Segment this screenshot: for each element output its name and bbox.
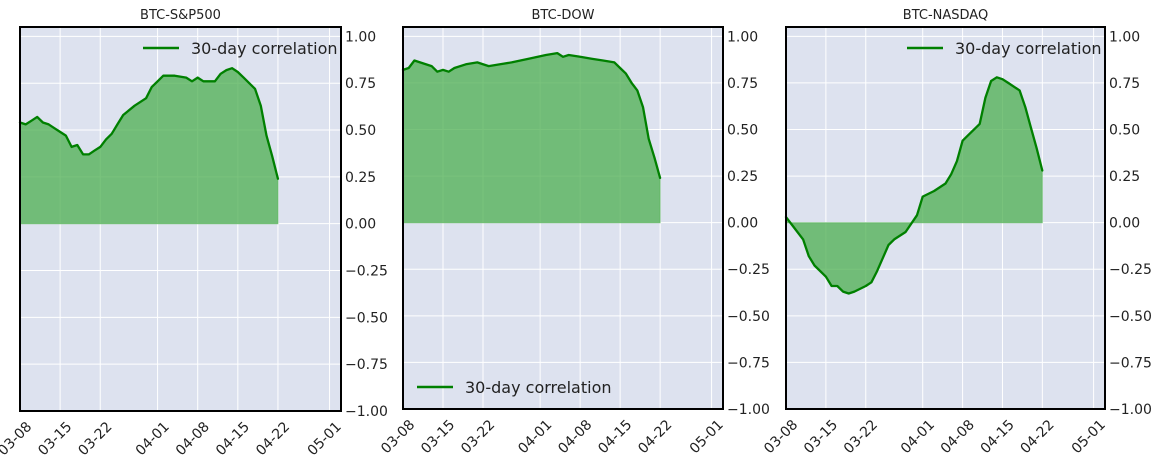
x-tick-label: 03-15 — [418, 417, 458, 457]
x-tick-label: 03-15 — [35, 419, 75, 459]
x-tick-label: 05-01 — [305, 419, 345, 459]
y-tick-label: 0.50 — [345, 123, 376, 139]
x-tick-label: 03-08 — [0, 419, 35, 459]
chart-title: BTC-S&P500 — [140, 8, 221, 23]
x-tick-label: 03-22 — [458, 417, 498, 457]
y-tick-label: 0.75 — [727, 76, 758, 92]
x-tick-label: 04-01 — [133, 419, 173, 459]
correlation-line — [401, 51, 662, 180]
axes-frame — [19, 26, 342, 412]
y-tick-label: 0.50 — [727, 122, 758, 138]
y-tick-label: 0.00 — [1109, 216, 1140, 232]
x-tick-label: 04-22 — [253, 419, 293, 459]
legend-label: 30-day correlation — [955, 39, 1102, 58]
y-tick-label: −0.50 — [727, 309, 770, 325]
x-tick-label: 04-08 — [938, 417, 978, 457]
y-tick-label: −0.50 — [1109, 309, 1152, 325]
x-tick-label: 03-22 — [841, 417, 881, 457]
chart-title: BTC-NASDAQ — [903, 8, 988, 23]
axes-frame — [402, 26, 724, 410]
y-tick-label: 0.00 — [345, 217, 376, 233]
chart-panel-2: BTC-DOW 1.00 0.75 0.50 0.25 0.00 −0.25 −0.50 −0.… — [378, 8, 770, 457]
x-tick-label: 03-15 — [801, 417, 841, 457]
y-tick-label: −1.00 — [1109, 402, 1152, 418]
y-tick-label: 0.75 — [1109, 76, 1140, 92]
y-tick-label: −0.50 — [345, 310, 388, 326]
y-tick-label: 1.00 — [1109, 29, 1140, 45]
y-tick-label: −0.25 — [1109, 262, 1152, 278]
y-tick-label: 1.00 — [345, 29, 376, 45]
y-tick-label: 0.75 — [345, 76, 376, 92]
correlation-line — [18, 67, 280, 180]
y-tick-label: 0.00 — [727, 216, 758, 232]
x-tick-label: 04-08 — [555, 417, 595, 457]
x-tick-label: 05-01 — [687, 417, 727, 457]
x-tick-label: 04-01 — [898, 417, 938, 457]
y-tick-label: −0.75 — [345, 357, 388, 373]
x-tick-label: 05-01 — [1069, 417, 1109, 457]
axes-frame — [785, 26, 1106, 410]
x-tick-label: 04-15 — [213, 419, 253, 459]
y-tick-label: −0.75 — [727, 355, 770, 371]
x-tick-label: 04-15 — [595, 417, 635, 457]
y-tick-label: 0.50 — [1109, 122, 1140, 138]
legend-label: 30-day correlation — [465, 378, 612, 397]
y-tick-label: −0.25 — [727, 262, 770, 278]
x-tick-label: 04-22 — [1018, 417, 1058, 457]
correlation-line — [784, 76, 1044, 295]
x-tick-label: 03-08 — [378, 417, 418, 457]
y-tick-label: −0.75 — [1109, 355, 1152, 371]
y-tick-label: 0.25 — [345, 170, 376, 186]
chart-panel-3: BTC-NASDAQ 1.00 0.75 0.50 0.25 0.00 −0.25 −0.50… — [761, 8, 1152, 457]
x-tick-label: 03-08 — [761, 417, 801, 457]
y-tick-label: 0.25 — [1109, 169, 1140, 185]
x-tick-label: 04-01 — [515, 417, 555, 457]
x-tick-label: 03-22 — [75, 419, 115, 459]
y-tick-label: −1.00 — [345, 404, 388, 420]
x-tick-label: 04-08 — [173, 419, 213, 459]
y-tick-label: 1.00 — [727, 29, 758, 45]
y-tick-label: −1.00 — [727, 402, 770, 418]
x-tick-label: 04-22 — [635, 417, 675, 457]
x-tick-label: 04-15 — [978, 417, 1018, 457]
y-tick-label: 0.25 — [727, 169, 758, 185]
y-tick-label: −0.25 — [345, 264, 388, 280]
chart-title: BTC-DOW — [532, 8, 595, 23]
correlation-area — [402, 52, 661, 224]
chart-panel-1: BTC-S&P500 1.00 0.75 0.50 0.25 0.00 −0.25 −0.50… — [0, 8, 388, 459]
legend-label: 30-day correlation — [191, 39, 338, 58]
